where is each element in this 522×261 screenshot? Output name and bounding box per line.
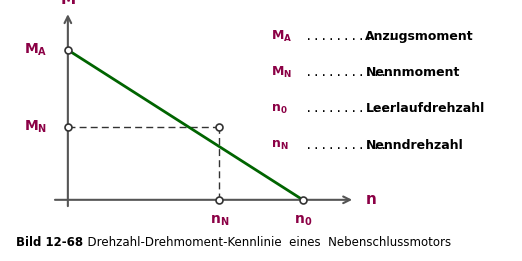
Text: Bild 12-68: Bild 12-68 xyxy=(16,236,83,249)
Text: $\mathbf{M_A}$: $\mathbf{M_A}$ xyxy=(271,29,293,44)
Text: $\mathbf{n_0}$: $\mathbf{n_0}$ xyxy=(271,103,288,116)
Text: Nennmoment: Nennmoment xyxy=(365,66,460,79)
Text: $\mathbf{M_N}$: $\mathbf{M_N}$ xyxy=(24,119,47,135)
Text: ............: ............ xyxy=(305,30,395,43)
Text: $\mathbf{n_N}$: $\mathbf{n_N}$ xyxy=(271,139,289,152)
Text: $\mathbf{n_0}$: $\mathbf{n_0}$ xyxy=(293,213,312,228)
Text: $\mathbf{n_N}$: $\mathbf{n_N}$ xyxy=(210,213,229,228)
Text: ............: ............ xyxy=(305,139,395,152)
Text: ............: ............ xyxy=(305,103,395,116)
Text: $\mathbf{M_A}$: $\mathbf{M_A}$ xyxy=(23,42,47,58)
Text: n: n xyxy=(365,192,376,207)
Text: Nenndrehzahl: Nenndrehzahl xyxy=(365,139,463,152)
Text: Leerlaufdrehzahl: Leerlaufdrehzahl xyxy=(365,103,484,116)
Text: Anzugsmoment: Anzugsmoment xyxy=(365,30,474,43)
Text: $\mathbf{M_N}$: $\mathbf{M_N}$ xyxy=(271,65,292,80)
Text: ............: ............ xyxy=(305,66,395,79)
Text: M: M xyxy=(61,0,75,7)
Text: :  Drehzahl-Drehmoment-Kennlinie  eines  Nebenschlussmotors: : Drehzahl-Drehmoment-Kennlinie eines Ne… xyxy=(76,236,451,249)
